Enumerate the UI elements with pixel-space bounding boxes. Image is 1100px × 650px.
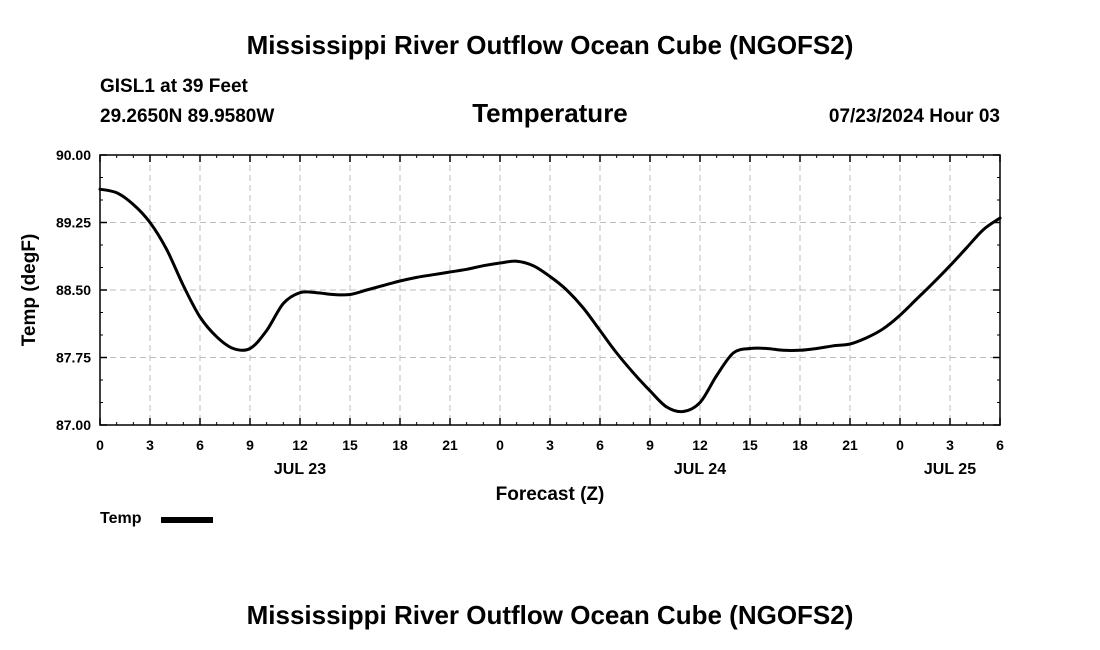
x-tick-label: 6 <box>196 437 204 453</box>
x-tick-label: 12 <box>692 437 708 453</box>
x-date-label: JUL 25 <box>924 461 976 478</box>
x-tick-label: 21 <box>442 437 458 453</box>
x-tick-label: 18 <box>792 437 808 453</box>
x-tick-label: 15 <box>342 437 358 453</box>
x-axis-label: Forecast (Z) <box>496 484 605 505</box>
footer-title: Mississippi River Outflow Ocean Cube (NG… <box>246 600 854 630</box>
station-coordinates: 29.2650N 89.9580W <box>100 106 275 127</box>
station-label: GISL1 at 39 Feet <box>100 76 248 97</box>
x-tick-label: 18 <box>392 437 408 453</box>
x-tick-label: 3 <box>146 437 154 453</box>
x-tick-label: 3 <box>946 437 954 453</box>
y-tick-label: 88.50 <box>56 282 91 298</box>
x-tick-label: 0 <box>496 437 504 453</box>
y-tick-label: 90.00 <box>56 147 91 163</box>
x-tick-label: 3 <box>546 437 554 453</box>
tick-layer <box>99 154 1001 426</box>
x-tick-label: 9 <box>646 437 654 453</box>
y-tick-label: 87.75 <box>56 350 91 366</box>
x-tick-label: 9 <box>246 437 254 453</box>
legend-line-swatch <box>161 517 213 523</box>
panel-title: Temperature <box>472 98 628 128</box>
x-tick-label: 12 <box>292 437 308 453</box>
label-layer: 0 3 6 9 12 15 18 21 0 3 6 9 12 15 18 21 0 3 6 JUL 23 JUL 24 J… <box>56 147 1004 478</box>
forecast-datetime: 07/23/2024 Hour 03 <box>828 106 1000 127</box>
temp-series-line <box>98 187 1002 414</box>
x-tick-label: 6 <box>996 437 1004 453</box>
x-date-label: JUL 24 <box>674 461 726 478</box>
grid-layer <box>100 155 1000 425</box>
x-tick-label: 15 <box>742 437 758 453</box>
x-tick-label: 21 <box>842 437 858 453</box>
x-tick-label: 0 <box>896 437 904 453</box>
y-axis-label: Temp (degF) <box>19 234 40 347</box>
chart-title: Mississippi River Outflow Ocean Cube (NG… <box>246 30 854 60</box>
x-tick-label: 0 <box>96 437 104 453</box>
y-tick-label: 89.25 <box>56 215 91 231</box>
legend-label: Temp <box>100 510 142 527</box>
x-tick-label: 6 <box>596 437 604 453</box>
y-tick-label: 87.00 <box>56 417 91 433</box>
x-date-label: JUL 23 <box>274 461 326 478</box>
